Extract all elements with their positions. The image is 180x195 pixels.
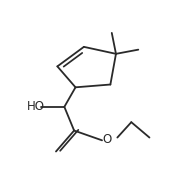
Text: HO: HO [27, 100, 45, 113]
Text: O: O [103, 133, 112, 146]
